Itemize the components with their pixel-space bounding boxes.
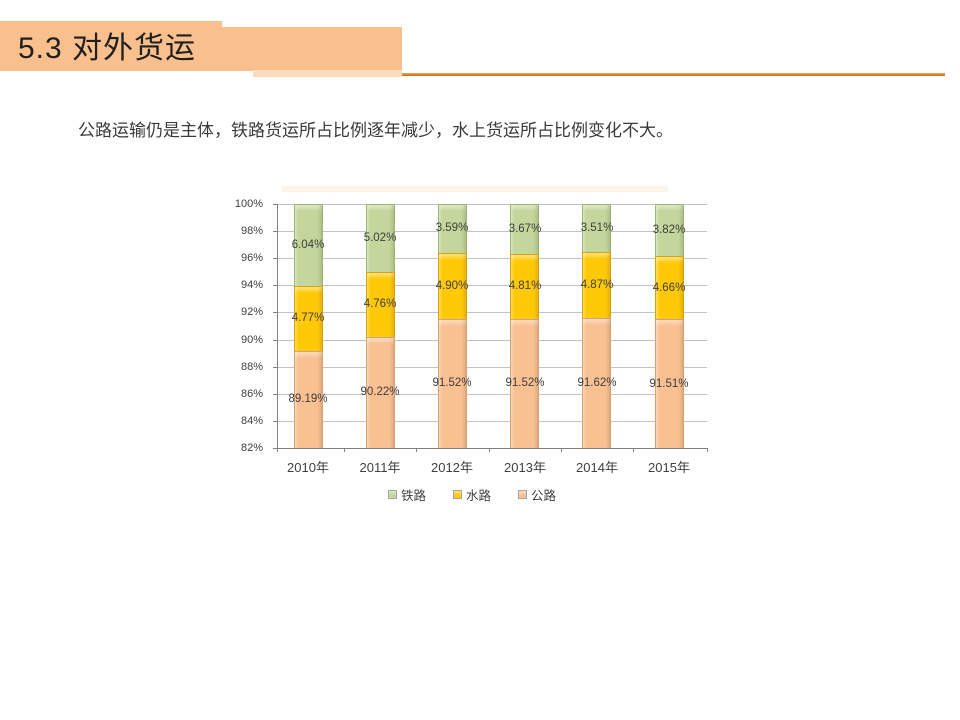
y-axis-label: 82%	[240, 442, 263, 454]
bar-value-label: 3.82%	[652, 224, 686, 236]
y-axis-tick	[273, 421, 277, 422]
bar-segment-铁路-2015年	[655, 204, 684, 256]
bar-segment-水路-2012年	[438, 252, 467, 319]
bar-segment-水路-2011年	[366, 272, 395, 337]
y-axis-label: 84%	[240, 415, 263, 427]
y-axis-tick	[273, 448, 277, 449]
y-axis-label: 86%	[240, 388, 263, 400]
bar-segment-铁路-2013年	[510, 204, 539, 254]
bar-value-label: 3.59%	[435, 222, 469, 234]
y-axis-label: 90%	[240, 334, 263, 346]
bar-value-label: 91.51%	[649, 378, 689, 390]
gridline	[277, 340, 707, 341]
y-axis-tick	[273, 285, 277, 286]
bar-value-label: 4.77%	[291, 312, 325, 324]
gridline	[277, 367, 707, 368]
bar-value-label: 89.19%	[288, 393, 328, 405]
gridline	[277, 285, 707, 286]
bar-segment-公路-2010年	[294, 350, 323, 448]
bar-segment-水路-2013年	[510, 253, 539, 319]
bar-value-label: 4.90%	[435, 280, 469, 292]
bar-segment-铁路-2014年	[582, 204, 611, 252]
x-axis-label: 2010年	[287, 460, 329, 475]
chart-legend: 铁路 水路 公路	[257, 485, 687, 504]
legend-label: 水路	[465, 489, 491, 503]
y-axis-tick	[273, 258, 277, 259]
bar-value-label: 6.04%	[291, 239, 325, 251]
y-axis	[277, 204, 278, 448]
x-axis-tick	[633, 448, 634, 452]
header-band	[0, 27, 402, 71]
intro-text: 公路运输仍是主体，铁路货运所占比例逐年减少，水上货运所占比例变化不大。	[78, 121, 673, 140]
x-axis-label: 2014年	[576, 460, 618, 475]
bar-value-label: 4.66%	[652, 282, 686, 294]
y-axis-label: 100%	[234, 198, 263, 210]
legend-swatch-icon	[387, 490, 397, 499]
legend-item-1: 水路	[452, 485, 491, 504]
x-axis-tick	[489, 448, 490, 452]
bar-segment-公路-2015年	[655, 319, 684, 448]
bar-segment-铁路-2011年	[366, 204, 395, 273]
bar-value-label: 91.52%	[432, 377, 472, 389]
bar-value-label: 90.22%	[360, 386, 400, 398]
x-axis-label: 2013年	[504, 460, 546, 475]
bar-segment-公路-2014年	[582, 317, 611, 448]
bar-segment-公路-2012年	[438, 318, 467, 448]
bar-value-label: 91.52%	[505, 377, 545, 389]
gridline	[277, 312, 707, 313]
bar-segment-公路-2011年	[366, 336, 395, 448]
x-axis-tick	[344, 448, 345, 452]
gridline	[277, 421, 707, 422]
bar-value-label: 5.02%	[363, 232, 397, 244]
bar-segment-水路-2015年	[655, 255, 684, 320]
legend-label: 公路	[531, 489, 557, 503]
gridline	[277, 231, 707, 232]
y-axis-tick	[273, 340, 277, 341]
y-axis-tick	[273, 204, 277, 205]
y-axis-label: 96%	[240, 252, 263, 264]
bar-value-label: 3.51%	[580, 222, 614, 234]
x-axis-label: 2011年	[359, 460, 401, 475]
x-axis-tick	[277, 448, 278, 452]
chart-top-strip	[282, 186, 668, 192]
bar-segment-铁路-2012年	[438, 204, 467, 253]
y-axis-tick	[273, 394, 277, 395]
bar-segment-公路-2013年	[510, 318, 539, 448]
header-rule	[402, 73, 945, 76]
x-axis-tick	[416, 448, 417, 452]
bar-segment-铁路-2010年	[294, 204, 323, 286]
y-axis-tick	[273, 367, 277, 368]
bar-segment-水路-2014年	[582, 251, 611, 318]
y-axis-tick	[273, 231, 277, 232]
legend-label: 铁路	[400, 489, 426, 503]
x-axis	[277, 448, 708, 449]
x-axis-label: 2015年	[648, 460, 690, 475]
legend-swatch-icon	[518, 490, 527, 499]
legend-item-2: 公路	[518, 485, 556, 504]
x-axis-label: 2012年	[431, 460, 473, 475]
x-axis-tick	[707, 448, 708, 452]
bar-value-label: 4.87%	[580, 279, 614, 291]
gridline	[277, 258, 707, 259]
y-axis-label: 88%	[240, 361, 263, 373]
legend-item-0: 铁路	[387, 485, 426, 504]
bar-value-label: 4.81%	[508, 280, 542, 292]
header-band-shadow	[253, 70, 402, 77]
y-axis-label: 92%	[240, 306, 263, 318]
bar-value-label: 91.62%	[577, 377, 617, 389]
page-title: 5.3 对外货运	[18, 32, 197, 65]
y-axis-tick	[273, 312, 277, 313]
y-axis-label: 98%	[240, 225, 263, 237]
bar-segment-水路-2010年	[294, 285, 323, 351]
gridline	[277, 394, 707, 395]
y-axis-label: 94%	[240, 279, 263, 291]
gridline	[277, 204, 707, 205]
legend-swatch-icon	[452, 490, 462, 499]
x-axis-tick	[561, 448, 562, 452]
bar-value-label: 4.76%	[363, 298, 397, 310]
bar-value-label: 3.67%	[508, 223, 542, 235]
